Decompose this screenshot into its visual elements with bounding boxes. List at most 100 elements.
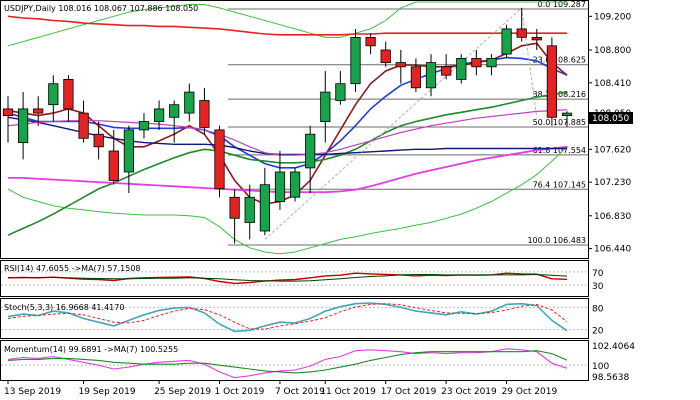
date-tick-label: 19 Sep 2019	[79, 387, 136, 397]
candle-body	[259, 184, 271, 232]
candle-body	[48, 83, 59, 106]
rsi-axis-label: 30	[592, 282, 604, 292]
candle-body	[229, 196, 240, 219]
candle-body	[63, 79, 74, 110]
date-tick-label: 29 Oct 2019	[502, 387, 558, 397]
chart-header: USDJPY,Daily 108.016 108.067 107.886 108…	[4, 4, 198, 13]
momentum-label: Momentum(14) 99.6891 ->MA(7) 100.5255	[4, 345, 178, 354]
fib-label: 100.0 106.483	[527, 236, 586, 245]
trend-lines	[264, 7, 538, 240]
candle-body	[380, 49, 391, 64]
candle-body	[169, 104, 180, 118]
candle-body	[17, 108, 29, 144]
trend-line	[521, 7, 538, 118]
ma-line-violet	[7, 109, 568, 156]
candle-body	[184, 91, 195, 114]
trend-line	[264, 7, 523, 240]
rsi-pane-frame	[0, 260, 589, 297]
bollinger-bands	[7, 1, 568, 255]
fib-label: 0.0 109.287	[538, 0, 586, 9]
ma-line-red	[7, 15, 567, 36]
price-tick-label: 106.830	[594, 212, 631, 222]
stoch-signal-line	[7, 303, 568, 330]
candle-body	[274, 171, 286, 202]
candle-body	[93, 133, 104, 148]
candle-body	[123, 129, 134, 173]
fib-label: 38.2 108.216	[533, 90, 586, 99]
candle-body	[486, 58, 497, 68]
candle-body	[395, 62, 406, 68]
moving-averages	[7, 15, 568, 236]
price-axis: 109.200 108.800 108.410 108.050 107.620 107.2…	[588, 12, 631, 255]
current-price-label: 108.050	[592, 114, 629, 124]
candle-body	[531, 37, 542, 41]
price-tick-label: 108.800	[594, 46, 631, 56]
stoch-label: Stoch(5,3,3) 16.9668 41.4170	[4, 303, 124, 312]
momentum-axis-label: 102.4064	[592, 342, 635, 352]
candle-body	[471, 58, 482, 68]
price-tick-label: 109.200	[594, 12, 631, 22]
candles	[2, 7, 573, 244]
candle-body	[516, 28, 527, 38]
candle-body	[365, 37, 376, 47]
bb-upper-line	[7, 1, 567, 47]
momentum-pane-frame	[0, 340, 589, 381]
date-tick-label: 11 Oct 2019	[320, 387, 376, 397]
candle-body	[425, 62, 437, 89]
momentum-axis-label: 98.5638	[592, 373, 629, 383]
candle-body	[456, 58, 467, 80]
stoch-axis-label: 80	[592, 304, 604, 314]
momentum-ma-line	[7, 350, 568, 374]
candle-body	[199, 100, 210, 128]
candle-body	[350, 37, 361, 85]
candle-body	[2, 108, 14, 117]
candle-body	[320, 91, 331, 122]
stoch-lines	[1, 302, 588, 333]
date-axis: 13 Sep 2019 19 Sep 2019 25 Sep 2019 1 Oct 2…	[4, 381, 557, 397]
candle-body	[108, 150, 119, 181]
date-tick-label: 25 Sep 2019	[154, 387, 211, 397]
candle-body	[289, 171, 301, 198]
momentum-axis-label: 100	[592, 362, 609, 372]
date-tick-label: 17 Oct 2019	[381, 387, 437, 397]
candle-body	[335, 83, 346, 101]
candle-body	[78, 112, 89, 139]
fib-levels: 0.0 109.287 23.6 108.625 38.2 108.216 50.0 …	[228, 0, 588, 246]
candle-body	[305, 133, 316, 169]
rsi-label: RSI(14) 47.6055 ->MA(7) 57.1508	[4, 264, 141, 273]
price-tick-label: 107.620	[594, 145, 631, 155]
rsi-axis-label: 70	[592, 269, 604, 279]
price-tick-label: 106.440	[594, 245, 631, 255]
candle-body	[410, 66, 422, 89]
date-tick-label: 7 Oct 2019	[275, 387, 325, 397]
fib-label: 76.4 107.145	[533, 180, 586, 189]
rsi-lines	[1, 271, 588, 286]
ma-line-pink	[8, 145, 568, 194]
candle-body	[546, 45, 558, 118]
stoch-pane-frame	[0, 298, 589, 339]
candle-body	[244, 196, 255, 223]
candle-body	[441, 66, 452, 76]
momentum-line	[7, 348, 568, 379]
candle-body	[138, 121, 150, 131]
fib-label: 50.0 107.885	[533, 118, 586, 127]
candle-body	[561, 112, 573, 116]
bb-lower-line	[7, 146, 568, 255]
current-price-box	[589, 112, 633, 124]
candle-body	[501, 28, 512, 55]
candle-body	[214, 129, 225, 190]
main-pane-frame	[0, 0, 589, 259]
price-tick-label: 107.230	[594, 178, 631, 188]
date-tick-label: 13 Sep 2019	[4, 387, 61, 397]
price-tick-label: 108.410	[594, 79, 631, 89]
fib-label: 23.6 108.625	[533, 56, 586, 65]
date-tick-label: 1 Oct 2019	[215, 387, 265, 397]
rsi-ma-line	[8, 273, 568, 282]
stoch-axis-label: 20	[592, 327, 604, 337]
candle-body	[33, 108, 44, 114]
momentum-lines	[1, 348, 588, 379]
ma-line-blue	[7, 56, 568, 169]
ma-line-green	[7, 91, 568, 236]
